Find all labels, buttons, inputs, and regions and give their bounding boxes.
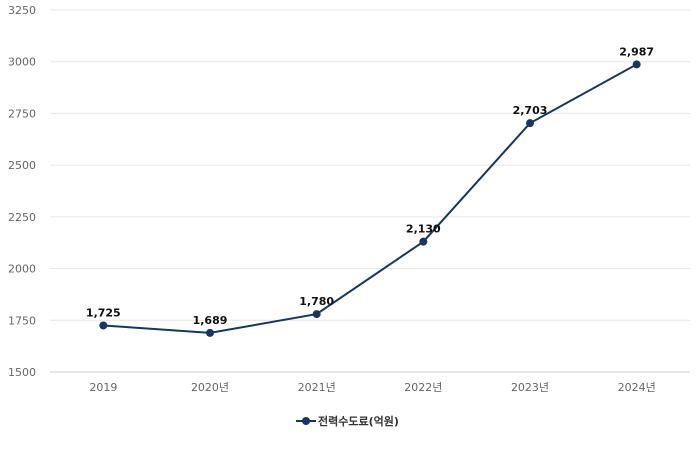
data-point[interactable] [632,60,641,69]
data-label: 1,725 [86,306,121,319]
x-tick-label: 2021년 [298,381,336,394]
legend[interactable]: 전력수도료(억원) [296,414,399,428]
x-tick-label: 2019 [89,381,117,394]
series-line [103,63,638,334]
y-tick-label: 1750 [8,314,36,327]
data-label: 2,987 [619,45,654,58]
x-axis: 2019 2020년 2021년 2022년 2023년 2024년 [89,381,655,394]
legend-label: 전력수도료(억원) [318,414,399,428]
x-tick-label: 2023년 [511,381,549,394]
y-tick-label: 2750 [8,107,36,120]
data-point[interactable] [99,321,108,330]
x-tick-label: 2024년 [618,381,656,394]
y-tick-label: 2500 [8,159,36,172]
y-tick-label: 2000 [8,263,36,276]
x-tick-label: 2022년 [404,381,442,394]
series-layer [99,60,641,337]
y-axis: 1500 1750 2000 2250 2500 2750 3000 3250 [8,4,36,379]
data-label: 2,130 [406,223,441,236]
data-label: 1,780 [299,295,334,308]
data-label: 2,703 [513,104,548,117]
y-tick-label: 3250 [8,4,36,17]
data-label: 1,689 [193,314,228,327]
legend-marker [302,417,310,425]
data-point[interactable] [312,310,321,319]
y-tick-label: 3000 [8,56,36,69]
y-tick-label: 1500 [8,366,36,379]
y-tick-label: 2250 [8,211,36,224]
data-point[interactable] [419,237,428,246]
x-tick-label: 2020년 [191,381,229,394]
data-point[interactable] [526,119,534,128]
grid-lines [50,9,690,373]
data-point[interactable] [206,328,214,337]
data-labels: 1,725 1,689 1,780 2,130 2,703 2,987 [86,45,654,327]
